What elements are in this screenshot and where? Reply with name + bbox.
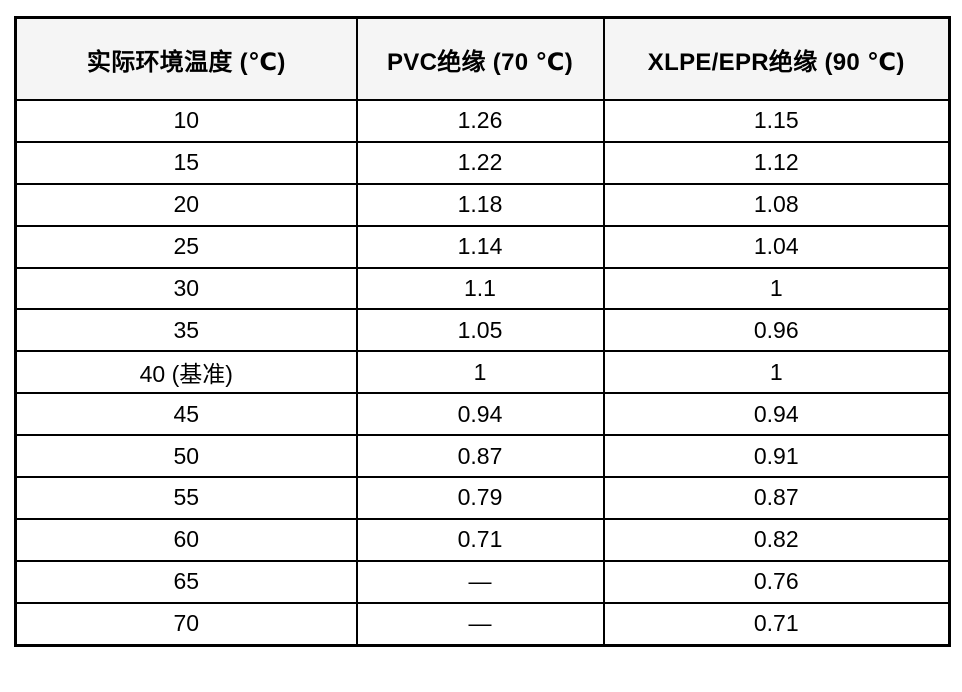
table-row: 65—0.76 (14, 559, 951, 604)
temperature-correction-table: 实际环境温度 (℃) PVC绝缘 (70 ℃) XLPE/EPR绝缘 (90 ℃… (14, 16, 951, 647)
cell-pvc-factor: 1 (355, 350, 605, 395)
table-row: 55 0.79 0.87 (14, 476, 951, 520)
cell-temperature: 45 (14, 392, 358, 437)
cell-pvc-factor: 1.22 (355, 140, 605, 185)
header-row: 实际环境温度 (℃) PVC绝缘 (70 ℃) XLPE/EPR绝缘 (90 ℃… (14, 16, 951, 101)
cell-temperature: 35 (14, 308, 358, 353)
cell-pvc-factor: 0.79 (355, 476, 605, 520)
cell-xlpe-factor: 0.87 (602, 476, 951, 520)
cell-temperature: 25 (14, 224, 358, 269)
header-pvc-insulation: PVC绝缘 (70 ℃) (355, 16, 605, 101)
cell-pvc-factor: 1.18 (355, 182, 605, 227)
table-row: 15 1.22 1.12 (14, 140, 951, 185)
cell-xlpe-factor: 1 (602, 266, 951, 311)
table-row: 45 0.94 0.94 (14, 392, 951, 437)
cell-xlpe-factor: 0.76 (602, 559, 951, 604)
cell-xlpe-factor: 0.71 (602, 601, 951, 647)
table-body: 10 1.26 1.15 15 1.22 1.12 20 1.18 1.08 25 1.14 1.04… (14, 99, 951, 647)
cell-temperature: 20 (14, 182, 358, 227)
table-row: 50 0.87 0.91 (14, 434, 951, 479)
table-header: 实际环境温度 (℃) PVC绝缘 (70 ℃) XLPE/EPR绝缘 (90 ℃… (14, 16, 951, 101)
cell-temperature: 40 (基准) (14, 350, 358, 395)
cell-temperature: 60 (14, 517, 358, 562)
table-row: 70—0.71 (14, 601, 951, 647)
table-row: 30 1.1 1 (14, 266, 951, 311)
cell-temperature: 50 (14, 434, 358, 479)
table-row: 40 (基准) 1 1 (14, 350, 951, 395)
cell-xlpe-factor: 0.82 (602, 517, 951, 562)
cell-xlpe-factor: 1.15 (602, 99, 951, 143)
cell-pvc-factor: 1.14 (355, 224, 605, 269)
cell-xlpe-factor: 1.04 (602, 224, 951, 269)
cell-pvc-factor: 0.71 (355, 517, 605, 562)
header-xlpe-epr-insulation: XLPE/EPR绝缘 (90 ℃) (602, 16, 951, 101)
cell-temperature: 30 (14, 266, 358, 311)
cell-xlpe-factor: 0.96 (602, 308, 951, 353)
table-row: 35 1.05 0.96 (14, 308, 951, 353)
table-row: 10 1.26 1.15 (14, 99, 951, 143)
cell-xlpe-factor: 0.94 (602, 392, 951, 437)
cell-pvc-factor: — (355, 559, 605, 604)
cell-temperature: 65 (14, 559, 358, 604)
cell-pvc-factor: 1.1 (355, 266, 605, 311)
cell-temperature: 55 (14, 476, 358, 520)
cell-temperature: 70 (14, 601, 358, 647)
cell-pvc-factor: 0.87 (355, 434, 605, 479)
cell-pvc-factor: 1.05 (355, 308, 605, 353)
table-row: 25 1.14 1.04 (14, 224, 951, 269)
cell-xlpe-factor: 1.12 (602, 140, 951, 185)
cell-temperature: 10 (14, 99, 358, 143)
cell-xlpe-factor: 1.08 (602, 182, 951, 227)
cell-pvc-factor: — (355, 601, 605, 647)
cell-xlpe-factor: 0.91 (602, 434, 951, 479)
header-ambient-temperature: 实际环境温度 (℃) (14, 16, 358, 101)
cell-pvc-factor: 0.94 (355, 392, 605, 437)
cell-xlpe-factor: 1 (602, 350, 951, 395)
table-row: 60 0.71 0.82 (14, 517, 951, 562)
cell-temperature: 15 (14, 140, 358, 185)
cell-pvc-factor: 1.26 (355, 99, 605, 143)
table-row: 20 1.18 1.08 (14, 182, 951, 227)
